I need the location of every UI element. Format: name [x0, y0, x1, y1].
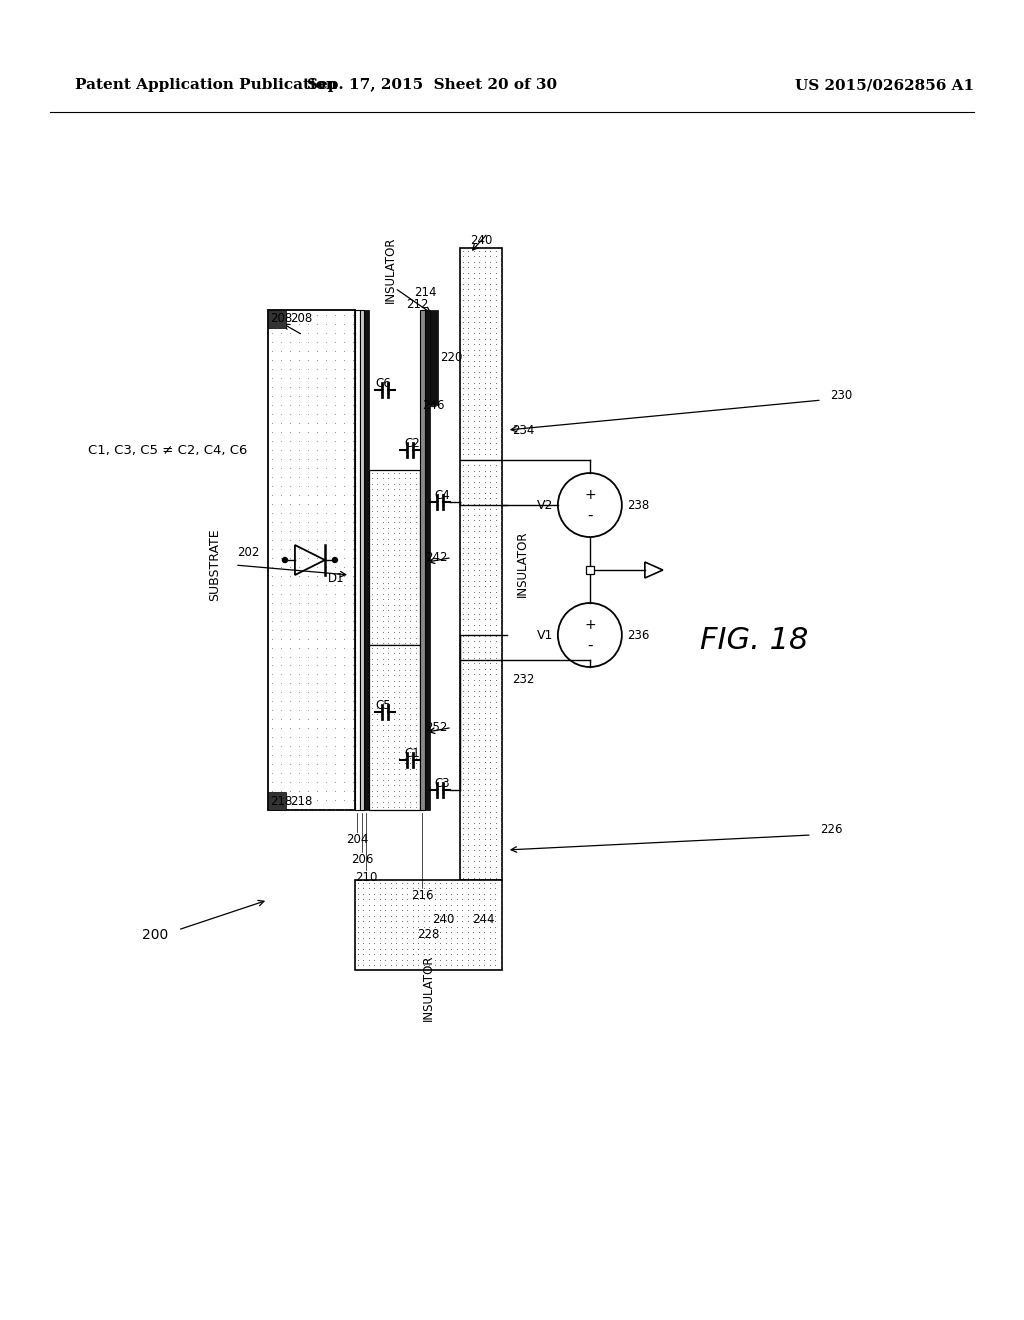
Text: 208: 208: [270, 312, 292, 325]
Text: 226: 226: [820, 824, 843, 837]
Text: INSULATOR: INSULATOR: [383, 236, 396, 304]
Text: V1: V1: [537, 628, 553, 642]
Text: C2: C2: [404, 437, 420, 450]
Text: +: +: [584, 618, 596, 632]
Text: FIG. 18: FIG. 18: [699, 626, 808, 655]
Bar: [355, 310, 359, 810]
Circle shape: [283, 557, 288, 562]
Text: 210: 210: [355, 871, 378, 884]
Text: 216: 216: [412, 890, 433, 903]
Text: SUBSTRATE: SUBSTRATE: [209, 529, 221, 602]
Text: 230: 230: [829, 388, 852, 401]
Text: 218: 218: [270, 795, 292, 808]
Bar: [268, 792, 286, 810]
Text: Sep. 17, 2015  Sheet 20 of 30: Sep. 17, 2015 Sheet 20 of 30: [307, 78, 557, 92]
Text: V2: V2: [537, 499, 553, 512]
Bar: [425, 310, 430, 810]
Text: 208: 208: [290, 312, 312, 325]
Text: 212: 212: [406, 297, 428, 310]
Bar: [586, 566, 594, 574]
Circle shape: [333, 557, 338, 562]
Text: C6: C6: [375, 378, 391, 391]
Text: 242: 242: [425, 550, 447, 564]
Bar: [369, 470, 420, 645]
Text: 246: 246: [422, 399, 444, 412]
Text: 240: 240: [432, 913, 455, 927]
Text: C5: C5: [375, 700, 391, 711]
Text: 244: 244: [472, 913, 495, 927]
Bar: [420, 310, 425, 810]
Text: 252: 252: [425, 721, 447, 734]
Text: Patent Application Publication: Patent Application Publication: [75, 78, 337, 92]
Text: INSULATOR: INSULATOR: [422, 954, 435, 1022]
Text: C4: C4: [434, 488, 450, 502]
Bar: [359, 310, 364, 810]
Text: C1: C1: [404, 747, 420, 760]
Bar: [268, 310, 286, 329]
Text: US 2015/0262856 A1: US 2015/0262856 A1: [795, 78, 974, 92]
Text: 204: 204: [346, 833, 369, 846]
Bar: [369, 645, 420, 810]
Text: -: -: [587, 507, 593, 523]
Text: C3: C3: [434, 777, 450, 789]
Text: 238: 238: [627, 499, 649, 512]
Text: 220: 220: [440, 351, 462, 363]
Text: 228: 228: [417, 928, 439, 941]
Text: 232: 232: [512, 673, 535, 686]
Text: 200: 200: [141, 928, 168, 942]
Text: -: -: [587, 638, 593, 652]
Text: 218: 218: [290, 796, 312, 808]
Text: INSULATOR: INSULATOR: [516, 531, 528, 597]
Text: 206: 206: [351, 854, 373, 866]
Bar: [355, 880, 502, 970]
Text: 236: 236: [627, 628, 649, 642]
Text: 202: 202: [237, 545, 259, 558]
Text: D1: D1: [328, 572, 344, 585]
Text: C1, C3, C5 ≠ C2, C4, C6: C1, C3, C5 ≠ C2, C4, C6: [88, 444, 248, 457]
Text: 234: 234: [512, 424, 535, 437]
Bar: [460, 248, 502, 880]
Text: 214: 214: [414, 285, 436, 298]
Bar: [430, 310, 438, 405]
Text: 240: 240: [470, 234, 493, 247]
Bar: [268, 310, 355, 810]
Bar: [364, 310, 369, 810]
Text: +: +: [584, 488, 596, 502]
